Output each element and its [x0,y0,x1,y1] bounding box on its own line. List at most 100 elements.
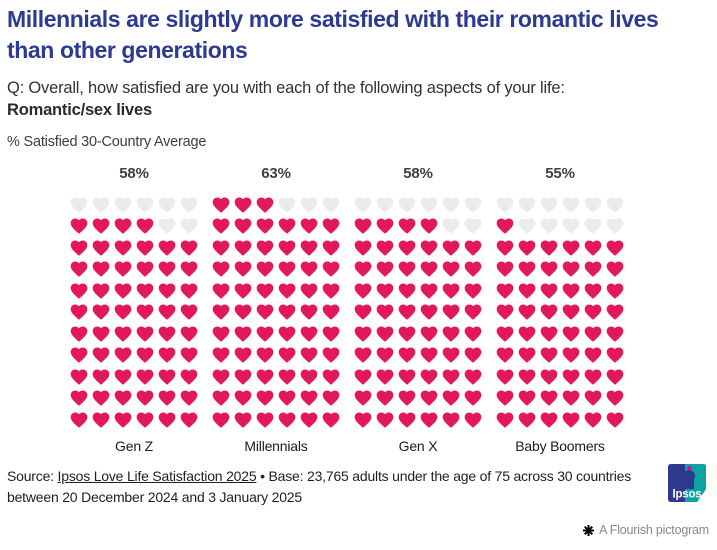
heart-icon-filled [376,261,394,278]
heart-icon-filled [464,412,482,428]
heart-icon-filled [518,390,536,407]
heart-icon-filled [398,283,416,299]
heart-icon-filled [256,369,274,385]
heart-icon-filled [278,304,296,321]
heart-icon-filled [234,369,252,385]
heart-icon-filled [464,390,482,407]
heart-icon-filled [464,261,482,278]
heart-icon-filled [180,283,198,299]
heart-icon-filled [114,347,132,364]
heart-icon-filled [300,326,318,342]
heart-icon-filled [442,412,460,428]
heart-icon-filled [234,304,252,321]
heart-icon-filled [584,326,602,342]
heart-icon-empty [180,197,198,213]
flourish-asterisk-icon [583,524,595,536]
pictogram-group-gen-x: 58% Gen X [352,165,484,454]
heart-icon-filled [256,240,274,256]
heart-icon-empty [442,218,460,235]
heart-icon-filled [256,197,274,213]
heart-icon-empty [496,197,514,213]
heart-icon-filled [584,240,602,256]
heart-icon-filled [92,369,110,385]
heart-icon-filled [354,304,372,321]
heart-icon-filled [212,197,230,213]
heart-icon-filled [540,412,558,428]
heart-icon-filled [442,390,460,407]
heart-icon-filled [540,369,558,385]
heart-icon-empty [584,218,602,235]
heart-icon-filled [114,261,132,278]
heart-icon-filled [420,326,438,342]
heart-icon-filled [322,283,340,299]
heart-icon-filled [376,369,394,385]
heart-icon-filled [114,390,132,407]
source-base-text: • Base: 23,765 adults under the age of 7… [7,468,632,505]
heart-icon-filled [234,412,252,428]
heart-icon-filled [442,326,460,342]
heart-icon-filled [114,283,132,299]
subtitle-question-bold: Romantic/sex lives [7,101,152,119]
heart-icon-filled [518,369,536,385]
heart-icon-filled [158,240,176,256]
heart-icon-filled [322,261,340,278]
heart-icon-filled [92,283,110,299]
heart-icon-filled [540,261,558,278]
heart-icon-filled [136,412,154,428]
heart-icon-filled [518,326,536,342]
heart-icon-filled [256,261,274,278]
heart-icon-filled [92,347,110,364]
heart-icon-filled [420,412,438,428]
heart-grid-baby-boomers [494,194,626,431]
heart-icon-filled [92,412,110,428]
pictogram-chart: 58% Gen Z 63% Millennials 58% Gen X 55% Baby Bo… [68,165,717,454]
heart-icon-filled [562,347,580,364]
heart-icon-filled [278,326,296,342]
heart-icon-empty [420,197,438,213]
heart-icon-empty [562,218,580,235]
heart-icon-filled [212,304,230,321]
source-prefix: Source: [7,468,58,484]
heart-icon-empty [398,197,416,213]
heart-icon-filled [256,347,274,364]
heart-icon-filled [70,283,88,299]
heart-icon-empty [376,197,394,213]
heart-icon-filled [180,261,198,278]
heart-icon-filled [606,304,624,321]
heart-icon-filled [300,283,318,299]
heart-icon-empty [540,197,558,213]
heart-icon-filled [518,283,536,299]
heart-icon-filled [114,304,132,321]
heart-icon-filled [278,218,296,235]
heart-icon-filled [300,369,318,385]
heart-icon-filled [398,218,416,235]
heart-icon-filled [92,240,110,256]
heart-icon-filled [212,326,230,342]
source-text: Source: Ipsos Love Life Satisfaction 202… [7,466,657,508]
heart-icon-filled [256,283,274,299]
heart-icon-filled [114,369,132,385]
heart-icon-filled [420,347,438,364]
group-label-millennials: Millennials [244,437,308,454]
heart-icon-filled [398,390,416,407]
heart-icon-filled [158,369,176,385]
heart-icon-filled [322,369,340,385]
pictogram-group-baby-boomers: 55% Baby Boomers [494,165,626,454]
ipsos-logo-text: Ipsos [672,489,701,501]
heart-icon-filled [158,347,176,364]
page-title: Millennials are slightly more satisfied … [7,6,659,63]
heart-icon-filled [562,412,580,428]
heart-icon-filled [180,304,198,321]
heart-icon-filled [92,261,110,278]
percent-label-millennials: 63% [261,165,291,182]
heart-icon-filled [180,390,198,407]
heart-icon-filled [300,347,318,364]
heart-icon-filled [606,326,624,342]
heart-icon-filled [354,283,372,299]
source-link[interactable]: Ipsos Love Life Satisfaction 2025 [57,468,257,484]
heart-icon-filled [322,412,340,428]
heart-icon-filled [278,412,296,428]
heart-icon-filled [70,390,88,407]
flourish-attribution[interactable]: A Flourish pictogram [583,523,709,537]
heart-icon-filled [540,283,558,299]
